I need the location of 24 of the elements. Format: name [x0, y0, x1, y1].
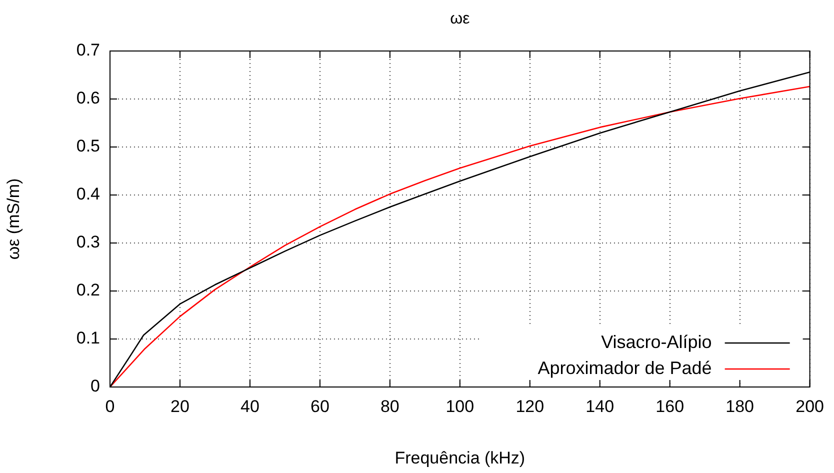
- y-tick-label: 0.5: [76, 136, 100, 156]
- y-tick-label: 0.3: [76, 232, 100, 252]
- x-tick-label: 120: [516, 396, 544, 416]
- x-tick-label: 200: [796, 396, 824, 416]
- x-tick-label: 40: [240, 396, 260, 416]
- x-tick-label: 20: [170, 396, 190, 416]
- x-tick-label: 180: [726, 396, 754, 416]
- x-tick-label: 140: [586, 396, 614, 416]
- y-tick-label: 0: [90, 376, 100, 396]
- x-tick-label: 100: [446, 396, 474, 416]
- y-axis-title: ωε (mS/m): [4, 178, 23, 260]
- y-tick-label: 0.6: [76, 88, 100, 108]
- x-tick-label: 0: [105, 396, 115, 416]
- y-tick-label: 0.4: [76, 184, 100, 204]
- x-tick-label: 160: [656, 396, 684, 416]
- y-tick-label: 0.7: [76, 40, 100, 60]
- x-tick-label: 60: [310, 396, 330, 416]
- x-axis-title: Frequência (kHz): [394, 448, 526, 468]
- y-tick-label: 0.2: [76, 280, 100, 300]
- legend-label: Aproximador de Padé: [538, 358, 712, 378]
- legend-label: Visacro-Alípio: [601, 332, 712, 352]
- y-tick-label: 0.1: [76, 328, 100, 348]
- x-tick-label: 80: [380, 396, 400, 416]
- chart-title: ωε: [450, 10, 470, 28]
